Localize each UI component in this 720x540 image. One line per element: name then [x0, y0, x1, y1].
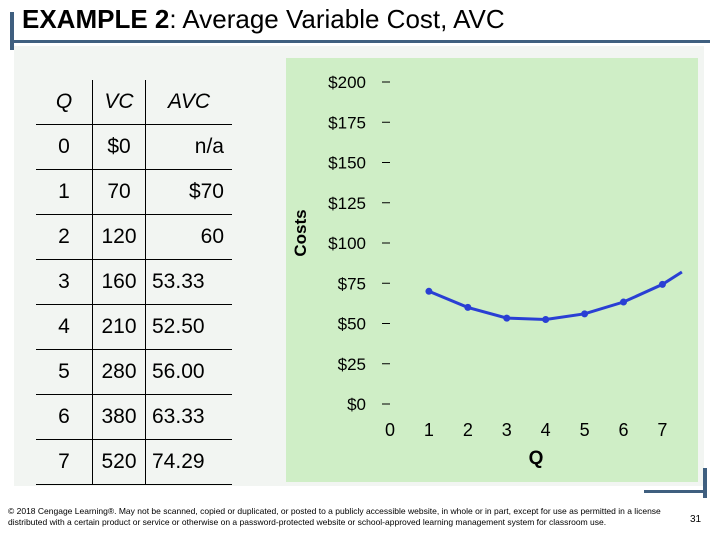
x-tick-label: 5 — [580, 420, 590, 440]
avc-data-point — [581, 310, 589, 318]
x-tick-label: 0 — [385, 420, 395, 440]
table-row: 4 210 52.50 — [36, 304, 232, 350]
header-q: Q — [36, 80, 93, 125]
decorative-vertical-bar — [10, 12, 14, 50]
cell-vc: 380 — [92, 394, 146, 440]
copyright-notice: © 2018 Cengage Learning®. May not be sca… — [8, 506, 661, 527]
title-prefix: EXAMPLE 2 — [22, 4, 170, 34]
chart-background — [286, 58, 698, 482]
table-row: 6 380 63.33 — [36, 394, 232, 440]
cell-vc: 120 — [92, 214, 146, 260]
table-row: 3 160 53.33 — [36, 259, 232, 305]
cell-q: 1 — [36, 169, 93, 215]
cell-avc: 74.29 — [145, 439, 232, 485]
header-avc: AVC — [167, 90, 211, 113]
cell-q: 0 — [36, 124, 93, 170]
x-tick-label: 6 — [619, 420, 629, 440]
cell-avc: 63.33 — [145, 394, 232, 440]
avc-data-point — [620, 298, 628, 306]
cell-vc: 520 — [92, 439, 146, 485]
avc-data-point — [542, 315, 550, 323]
cell-q: 3 — [36, 259, 93, 305]
cell-vc: 160 — [92, 259, 146, 305]
series-layer — [425, 270, 683, 323]
slide-title: EXAMPLE 2: Average Variable Cost, AVC — [22, 4, 505, 35]
table-row: 2 120 60 — [36, 214, 232, 260]
y-tick-label: $50 — [338, 315, 366, 334]
y-axis-label: Costs — [291, 209, 310, 256]
avc-data-point — [425, 287, 433, 295]
cell-avc: n/a — [145, 124, 232, 170]
x-tick-label: 4 — [541, 420, 551, 440]
table-header-row: Q VC AVC — [36, 80, 232, 125]
cell-q: 7 — [36, 439, 93, 485]
avc-series-line — [428, 270, 683, 322]
x-axis-label: Q — [529, 448, 544, 469]
avc-data-point — [464, 303, 472, 311]
cell-avc: 52.50 — [145, 304, 232, 350]
cell-q: 6 — [36, 394, 93, 440]
y-tick-label: $100 — [328, 234, 366, 253]
cell-q: 5 — [36, 349, 93, 395]
cell-avc: 53.33 — [145, 259, 232, 305]
cell-vc: 70 — [92, 169, 146, 215]
table-row: 1 70 $70 — [36, 169, 232, 215]
x-tick-label: 7 — [657, 420, 667, 440]
cost-table: Q VC AVC 0 $0 n/a 1 70 $70 2 120 60 3 160 53.33 4 210… — [36, 80, 232, 485]
decorative-corner-vertical — [703, 468, 707, 498]
y-tick-label: $200 — [328, 73, 366, 92]
x-tick-label: 3 — [502, 420, 512, 440]
table-row: 0 $0 n/a — [36, 124, 232, 170]
cell-avc: 60 — [145, 214, 232, 260]
cell-avc: $70 — [145, 169, 232, 215]
x-tick-label: 2 — [463, 420, 473, 440]
y-tick-label: $175 — [328, 113, 366, 132]
cell-q: 4 — [36, 304, 93, 350]
header-vc: VC — [92, 80, 146, 125]
x-axis: 0 1 2 3 4 5 6 7 — [385, 420, 667, 440]
decorative-title-rule — [10, 40, 710, 43]
decorative-corner-horizontal — [644, 490, 706, 493]
avc-data-point — [503, 314, 511, 322]
page-number: 31 — [690, 514, 702, 525]
y-tick-label: $0 — [347, 395, 366, 414]
avc-chart: $0 $25 $50 $75 $100 $125 $150 $175 $200 0 1 2 3 4 5 6 7… — [286, 58, 698, 482]
cell-q: 2 — [36, 214, 93, 260]
cell-vc: 210 — [92, 304, 146, 350]
table-row: 5 280 56.00 — [36, 349, 232, 395]
y-tick-label: $150 — [328, 154, 366, 173]
avc-data-point — [658, 280, 666, 288]
y-tick-label: $125 — [328, 194, 366, 213]
y-tick-label: $25 — [338, 355, 366, 374]
y-tick-label: $75 — [338, 274, 366, 293]
cell-vc: 280 — [92, 349, 146, 395]
y-axis: $0 $25 $50 $75 $100 $125 $150 $175 $200 — [328, 73, 390, 414]
cell-vc: $0 — [92, 124, 146, 170]
cell-avc: 56.00 — [145, 349, 232, 395]
title-suffix: : Average Variable Cost, AVC — [169, 4, 505, 34]
x-tick-label: 1 — [424, 420, 434, 440]
table-row: 7 520 74.29 — [36, 439, 232, 485]
